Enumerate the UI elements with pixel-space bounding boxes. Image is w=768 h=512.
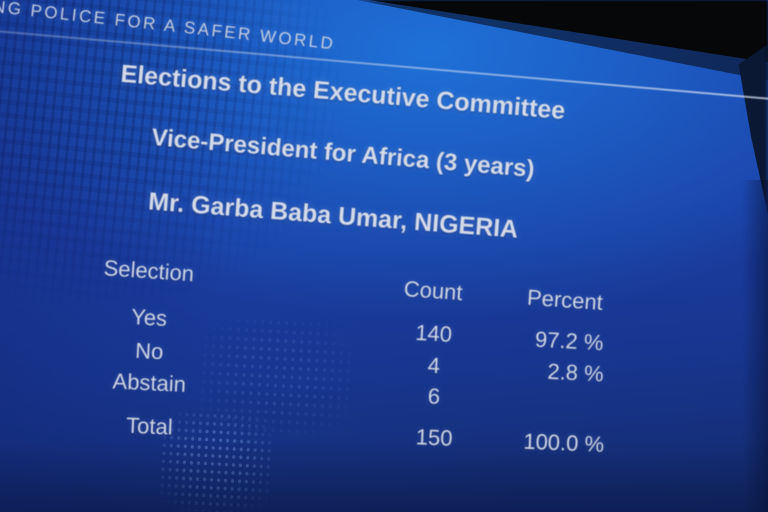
slide-subtitle: Vice-President for Africa (3 years) [150, 124, 536, 184]
table-row-total: Total 150 100.0 % [59, 410, 620, 460]
cell-no-label: No [134, 337, 164, 365]
screen-pixel-texture [0, 0, 350, 300]
cell-abstain-label: Abstain [112, 368, 187, 397]
right-edge-shading [742, 180, 768, 512]
cell-total-label: Total [125, 412, 174, 440]
column-header-selection: Selection [102, 255, 195, 287]
cell-yes-percent: 97.2 % [534, 326, 605, 356]
cell-abstain-count: 6 [427, 383, 441, 409]
slide-title: Elections to the Executive Committee [119, 59, 567, 126]
bottom-edge-shading [0, 442, 768, 512]
cell-total-percent: 100.0 % [522, 428, 605, 457]
candidate-name: Mr. Garba Baba Umar, NIGERIA [147, 187, 520, 244]
cell-yes-label: Yes [130, 304, 168, 331]
column-header-percent: Percent [526, 284, 604, 315]
cell-no-percent: 2.8 % [546, 358, 605, 387]
